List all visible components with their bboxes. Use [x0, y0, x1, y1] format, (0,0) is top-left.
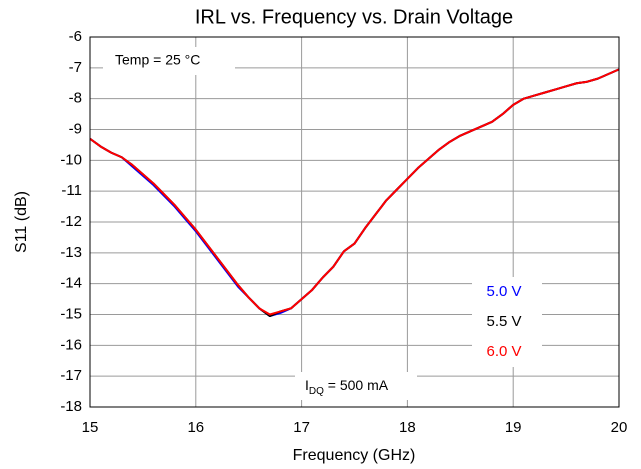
x-tick-label: 17	[293, 419, 310, 436]
y-tick-label: -13	[60, 244, 82, 261]
x-axis-label: Frequency (GHz)	[293, 447, 416, 464]
series-line	[89, 68, 620, 316]
plot-border	[89, 36, 620, 408]
annotation-box	[103, 47, 235, 75]
x-tick-label: 19	[505, 419, 522, 436]
y-tick-label: -15	[60, 305, 82, 322]
annotation-temp: Temp = 25 °C	[115, 52, 200, 68]
annotation-box	[295, 372, 417, 400]
y-tick-label: -9	[69, 120, 82, 137]
x-tick-label: 20	[611, 419, 628, 436]
y-tick-label: -17	[60, 367, 82, 384]
y-tick-label: -14	[60, 275, 82, 292]
y-tick-label: -6	[69, 28, 82, 45]
annotation-part: I	[305, 377, 309, 393]
y-axis-label: S11 (dB)	[13, 191, 30, 253]
annotation-current: IDQ = 500 mA	[305, 377, 389, 397]
y-tick-label: -7	[69, 59, 82, 76]
y-tick-label: -12	[60, 213, 82, 230]
x-tick-label: 18	[399, 419, 416, 436]
legend-entry: 5.0 V	[486, 283, 521, 300]
legend-box	[472, 277, 542, 367]
y-tick-label: -8	[69, 90, 82, 107]
y-tick-label: -11	[61, 182, 82, 199]
y-tick-label: -18	[60, 398, 82, 415]
x-tick-label: 15	[82, 419, 99, 436]
annotation-part: = 500 mA	[324, 377, 389, 393]
chart-title: IRL vs. Frequency vs. Drain Voltage	[195, 6, 513, 28]
annotation-part: DQ	[309, 386, 324, 397]
x-tick-label: 16	[187, 419, 204, 436]
y-tick-label: -10	[60, 151, 82, 168]
y-tick-label: -16	[60, 336, 82, 353]
legend-entry: 5.5 V	[486, 313, 521, 330]
legend-entry: 6.0 V	[486, 343, 521, 360]
